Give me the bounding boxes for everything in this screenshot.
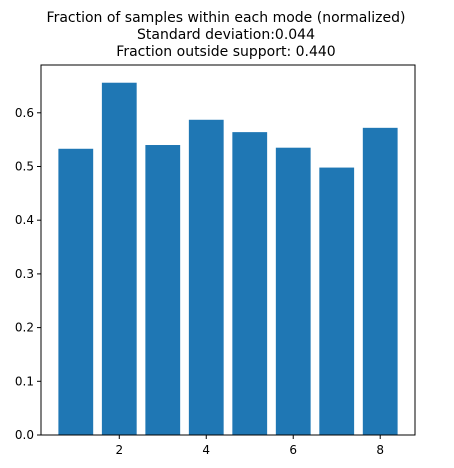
y-tick-label: 0.5 bbox=[15, 159, 34, 173]
bar-3 bbox=[145, 145, 181, 435]
title-line-2: Standard deviation:0.044 bbox=[137, 27, 315, 43]
title-line-1: Fraction of samples within each mode (no… bbox=[47, 10, 406, 26]
title-line-3: Fraction outside support: 0.440 bbox=[116, 44, 335, 60]
y-tick-label: 0.4 bbox=[15, 213, 34, 227]
x-tick-label: 8 bbox=[376, 443, 384, 457]
x-tick-label: 2 bbox=[115, 443, 123, 457]
bar-8 bbox=[362, 127, 398, 435]
bar-6 bbox=[275, 147, 311, 435]
chart-title: Fraction of samples within each mode (no… bbox=[47, 10, 406, 60]
y-tick-label: 0.6 bbox=[15, 106, 34, 120]
x-tick-label: 6 bbox=[289, 443, 297, 457]
x-tick-label: 4 bbox=[202, 443, 210, 457]
y-axis-ticks: 0.0 0.1 0.2 0.3 0.4 0.5 0.6 bbox=[15, 106, 41, 442]
plot-frame bbox=[40, 64, 416, 436]
bar-4 bbox=[188, 119, 224, 436]
bar-2 bbox=[101, 82, 137, 435]
y-tick-label: 0.3 bbox=[15, 267, 34, 281]
y-tick-label: 0.2 bbox=[15, 321, 34, 335]
y-tick-label: 0.1 bbox=[15, 374, 34, 388]
bars-group bbox=[58, 82, 398, 436]
bar-7 bbox=[319, 167, 355, 435]
bar-5 bbox=[232, 132, 268, 435]
y-tick-label: 0.0 bbox=[15, 428, 34, 442]
x-axis-ticks: 2 4 6 8 bbox=[115, 435, 384, 457]
bar-1 bbox=[58, 148, 94, 435]
